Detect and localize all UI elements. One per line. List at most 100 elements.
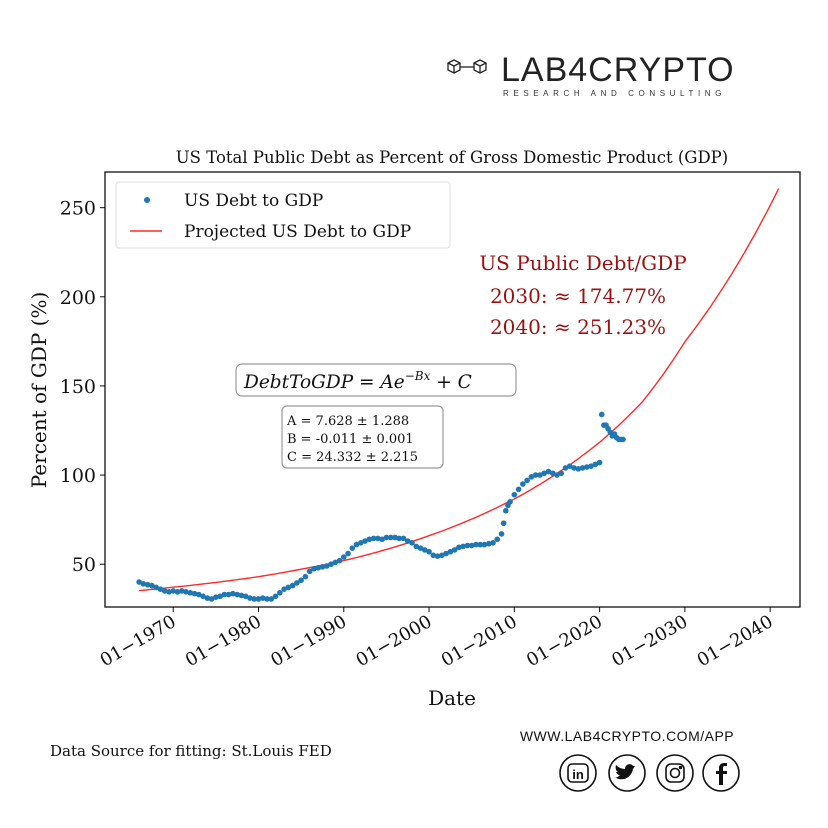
data-point xyxy=(545,468,552,475)
data-point xyxy=(379,536,385,543)
x-tick-label: 01−2020 xyxy=(523,611,606,671)
data-point xyxy=(387,534,394,541)
data-point xyxy=(473,541,479,548)
data-point xyxy=(225,591,232,598)
data-point xyxy=(315,564,321,571)
data-point xyxy=(319,564,326,570)
data-point xyxy=(196,591,202,598)
data-point xyxy=(451,547,458,553)
data-point xyxy=(426,548,432,555)
data-point xyxy=(554,472,560,478)
data-point xyxy=(140,581,147,587)
formula-main: DebtToGDP = Ae xyxy=(243,372,405,393)
legend: US Debt to GDP Projected US Debt to GDP xyxy=(115,181,451,249)
x-tick-label: 01−1970 xyxy=(97,611,180,671)
data-point xyxy=(477,541,484,548)
data-point xyxy=(404,538,411,544)
brand-logo: LAB4CRYPTO RESEARCH AND CONSULTING xyxy=(447,51,734,98)
data-point xyxy=(353,541,360,548)
annotation-2040: 2040: ≈ 251.23% xyxy=(490,315,666,339)
params-frame xyxy=(281,405,444,469)
data-point xyxy=(328,561,334,568)
data-point xyxy=(366,536,373,543)
data-point xyxy=(579,465,586,471)
data-point xyxy=(500,520,507,527)
website-link[interactable]: WWW.LAB4CRYPTO.COM/APP xyxy=(520,728,734,744)
data-point xyxy=(302,573,309,580)
data-point xyxy=(259,595,266,601)
data-point xyxy=(439,552,445,559)
data-point xyxy=(620,436,626,443)
data-point xyxy=(362,538,368,544)
data-point xyxy=(332,559,339,566)
data-point xyxy=(592,461,599,468)
data-point xyxy=(264,596,270,602)
y-tick-label: 50 xyxy=(72,554,96,576)
y-axis: 50 100 150 200 250 xyxy=(60,198,105,576)
data-point xyxy=(230,590,236,597)
data-point xyxy=(584,464,590,470)
facebook-icon[interactable] xyxy=(702,754,740,792)
data-point xyxy=(289,582,296,589)
plot-area xyxy=(104,171,801,608)
x-axis: 01−1970 01−1980 01−1990 01−2000 01−2010 01−20… xyxy=(97,607,777,671)
param-c: C = 24.332 ± 2.215 xyxy=(287,450,418,465)
data-point xyxy=(494,536,501,543)
data-point xyxy=(528,474,535,480)
data-point xyxy=(136,579,142,585)
data-point xyxy=(323,563,330,569)
param-a: A = 7.628 ± 1.288 xyxy=(286,414,409,429)
data-point xyxy=(524,477,530,484)
legend-box xyxy=(115,181,451,249)
legend-label-observed: US Debt to GDP xyxy=(184,191,323,211)
annotation-2030: 2030: ≈ 174.77% xyxy=(490,284,666,308)
data-point xyxy=(430,552,437,559)
cubes-logo-icon xyxy=(447,59,487,74)
data-point xyxy=(272,593,279,600)
data-point xyxy=(464,542,471,549)
x-tick-label: 01−1990 xyxy=(267,611,350,671)
y-tick-label: 150 xyxy=(60,376,96,398)
twitter-icon[interactable] xyxy=(608,754,646,792)
data-point xyxy=(281,586,287,592)
data-point xyxy=(298,577,304,584)
y-tick-label: 200 xyxy=(60,287,96,309)
fit-params-box: A = 7.628 ± 1.288 B = -0.011 ± 0.001 C =… xyxy=(281,405,444,469)
data-point xyxy=(178,588,185,594)
data-point xyxy=(234,591,240,598)
data-point xyxy=(217,593,223,600)
data-point xyxy=(187,589,194,596)
data-point xyxy=(157,586,164,592)
data-point xyxy=(238,592,245,599)
annotation-heading: US Public Debt/GDP xyxy=(479,251,686,275)
legend-marker-observed xyxy=(144,197,150,203)
data-point xyxy=(515,486,522,493)
instagram-icon[interactable] xyxy=(656,754,694,792)
data-point xyxy=(413,543,420,550)
x-tick-label: 01−2030 xyxy=(608,611,691,671)
data-point xyxy=(490,540,496,546)
data-point xyxy=(443,550,449,557)
data-point xyxy=(383,534,390,541)
linkedin-icon[interactable]: in xyxy=(559,754,597,792)
projected-line xyxy=(139,188,780,592)
data-point xyxy=(507,499,513,505)
formula-text: DebtToGDP = Ae−Bx + C xyxy=(243,369,472,393)
plot-marks xyxy=(136,188,780,602)
data-point xyxy=(200,593,206,600)
data-point xyxy=(358,540,364,546)
data-point xyxy=(204,595,211,601)
data-point xyxy=(306,568,313,575)
data-point xyxy=(434,553,441,559)
data-point xyxy=(520,481,526,487)
data-point xyxy=(498,531,505,537)
data-point xyxy=(375,535,381,542)
data-point xyxy=(170,588,177,594)
data-point xyxy=(144,581,151,588)
data-point xyxy=(541,470,547,477)
chart-title: US Total Public Debt as Percent of Gross… xyxy=(176,148,728,167)
data-point xyxy=(532,472,539,478)
data-point xyxy=(468,542,475,549)
data-point xyxy=(537,472,543,478)
